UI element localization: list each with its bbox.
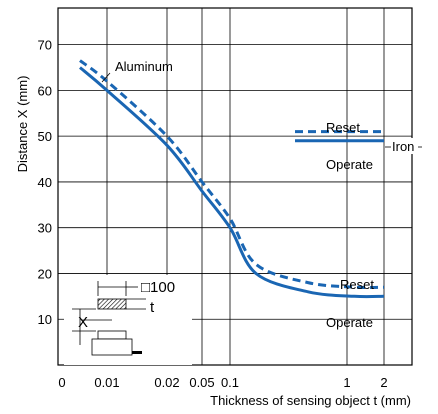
aluminum-leader-line [101,72,111,83]
grid [58,8,412,365]
y-tick-label: 50 [38,129,52,144]
x-tick-label: 0 [58,375,65,390]
iron-label: Iron [392,139,414,154]
y-tick-label: 20 [38,266,52,281]
x-tick-label: 2 [380,375,387,390]
aluminum-label: Aluminum [115,59,173,74]
x-axis-label: Thickness of sensing object t (mm) [210,393,411,408]
series-lines [79,59,385,299]
iron-operate-label: Operate [326,157,373,172]
x-tick-label: 0.05 [189,375,214,390]
x-tick-label: 0.01 [94,375,119,390]
inset-sensor-top [97,330,127,340]
inset-sensor-body [91,338,133,356]
x-tick-label: 0.02 [154,375,179,390]
y-tick-label: 70 [38,38,52,53]
y-tick-label: 10 [38,312,52,327]
plot-frame [57,7,413,366]
aluminum-operate-label: Operate [326,315,373,330]
series-line-aluminum-operate [79,66,385,299]
series-line-aluminum-reset [79,59,385,290]
inset-x-label: X [78,314,88,331]
inset-plate [97,298,127,310]
sensor-inset-diagram: □100 t X [64,275,192,365]
y-tick-label: 40 [38,175,52,190]
aluminum-reset-label: Reset [340,277,374,292]
inset-size-label: □100 [141,279,175,296]
inset-t-label: t [150,299,155,316]
iron-label-bg [389,138,421,154]
y-tick-label: 30 [38,221,52,236]
x-tick-label: 0.1 [221,375,239,390]
y-tick-label: 60 [38,83,52,98]
y-axis-label: Distance X (mm) [15,76,30,173]
y-tick-labels: 10 20 30 40 50 60 70 [38,38,52,328]
inset-sensor-cable [132,351,142,354]
x-tick-labels: 0 0.01 0.02 0.05 0.1 1 2 [58,375,387,390]
iron-reset-label: Reset [326,120,360,135]
x-tick-label: 1 [343,375,350,390]
